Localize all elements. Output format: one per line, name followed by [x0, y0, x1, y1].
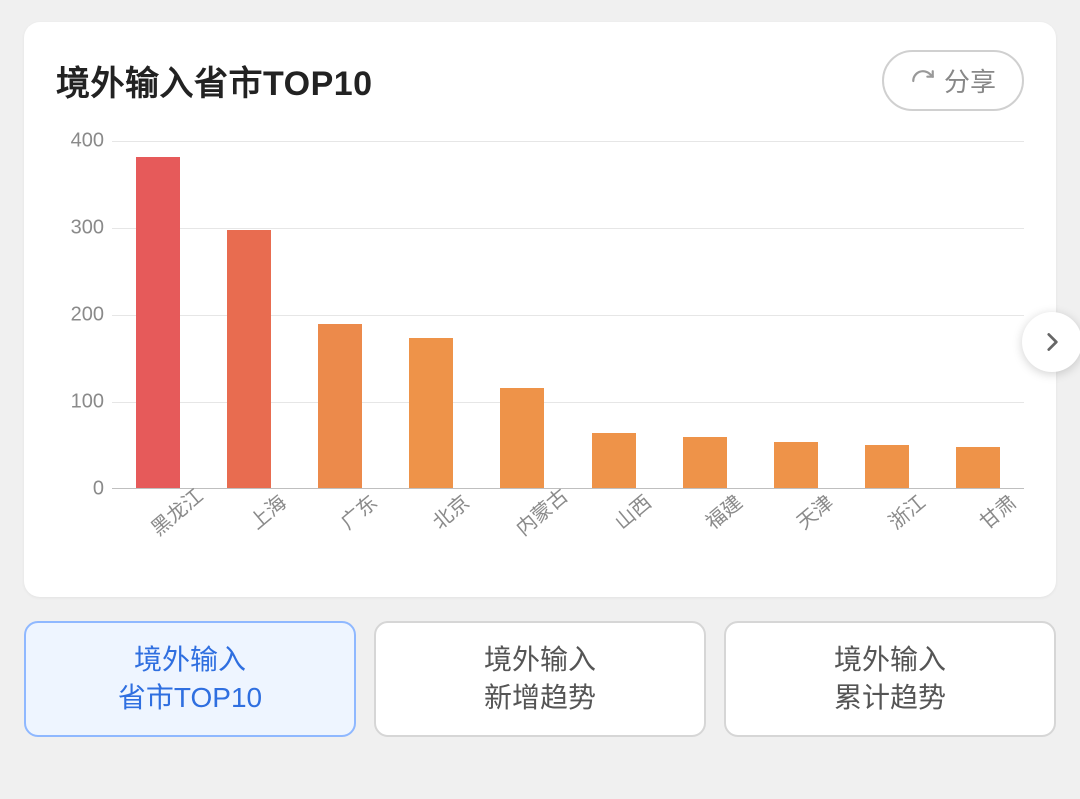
bar-slot: [203, 141, 294, 489]
y-tick-label: 400: [71, 130, 104, 153]
y-axis: 0100200300400: [56, 141, 112, 489]
tab-line1: 境外输入: [36, 641, 344, 679]
bar[interactable]: [500, 388, 544, 489]
bar-slot: [477, 141, 568, 489]
tab-line2: 新增趋势: [386, 679, 694, 717]
tab-line2: 省市TOP10: [36, 679, 344, 717]
tab-line2: 累计趋势: [736, 679, 1044, 717]
bar[interactable]: [409, 338, 453, 489]
chevron-right-icon: [1039, 329, 1065, 355]
share-button[interactable]: 分享: [882, 50, 1024, 111]
refresh-share-icon: [910, 68, 936, 94]
card-header: 境外输入省市TOP10 分享: [56, 50, 1024, 111]
bar-slot: [750, 141, 841, 489]
bars-container: [112, 141, 1024, 489]
bar-slot: [933, 141, 1024, 489]
plot-area: [112, 141, 1024, 489]
tab-0[interactable]: 境外输入省市TOP10: [24, 621, 356, 737]
x-axis-labels: 黑龙江上海广东北京内蒙古山西福建天津浙江甘肃: [112, 489, 1024, 571]
tab-2[interactable]: 境外输入累计趋势: [724, 621, 1056, 737]
tab-line1: 境外输入: [736, 641, 1044, 679]
bar-slot: [386, 141, 477, 489]
share-label: 分享: [944, 62, 996, 99]
y-tick-label: 200: [71, 304, 104, 327]
bar[interactable]: [227, 230, 271, 489]
y-tick-label: 0: [93, 478, 104, 501]
next-button[interactable]: [1022, 312, 1080, 372]
y-tick-label: 300: [71, 217, 104, 240]
bar[interactable]: [318, 324, 362, 489]
bar-slot: [659, 141, 750, 489]
chart-card: 境外输入省市TOP10 分享 0 100 200 300 400 黑龙江上海广东北京内蒙…: [24, 22, 1056, 597]
bar-chart: 0100200300400 黑龙江上海广东北京内蒙古山西福建天津浙江甘肃: [56, 141, 1024, 571]
bar-slot: [842, 141, 933, 489]
y-tick-label: 100: [71, 391, 104, 414]
card-title: 境外输入省市TOP10: [56, 56, 373, 105]
bar-slot: [568, 141, 659, 489]
tab-bar: 境外输入省市TOP10境外输入新增趋势境外输入累计趋势: [24, 621, 1056, 737]
bar[interactable]: [136, 157, 180, 489]
bar-slot: [112, 141, 203, 489]
tab-line1: 境外输入: [386, 641, 694, 679]
bar-slot: [294, 141, 385, 489]
tab-1[interactable]: 境外输入新增趋势: [374, 621, 706, 737]
